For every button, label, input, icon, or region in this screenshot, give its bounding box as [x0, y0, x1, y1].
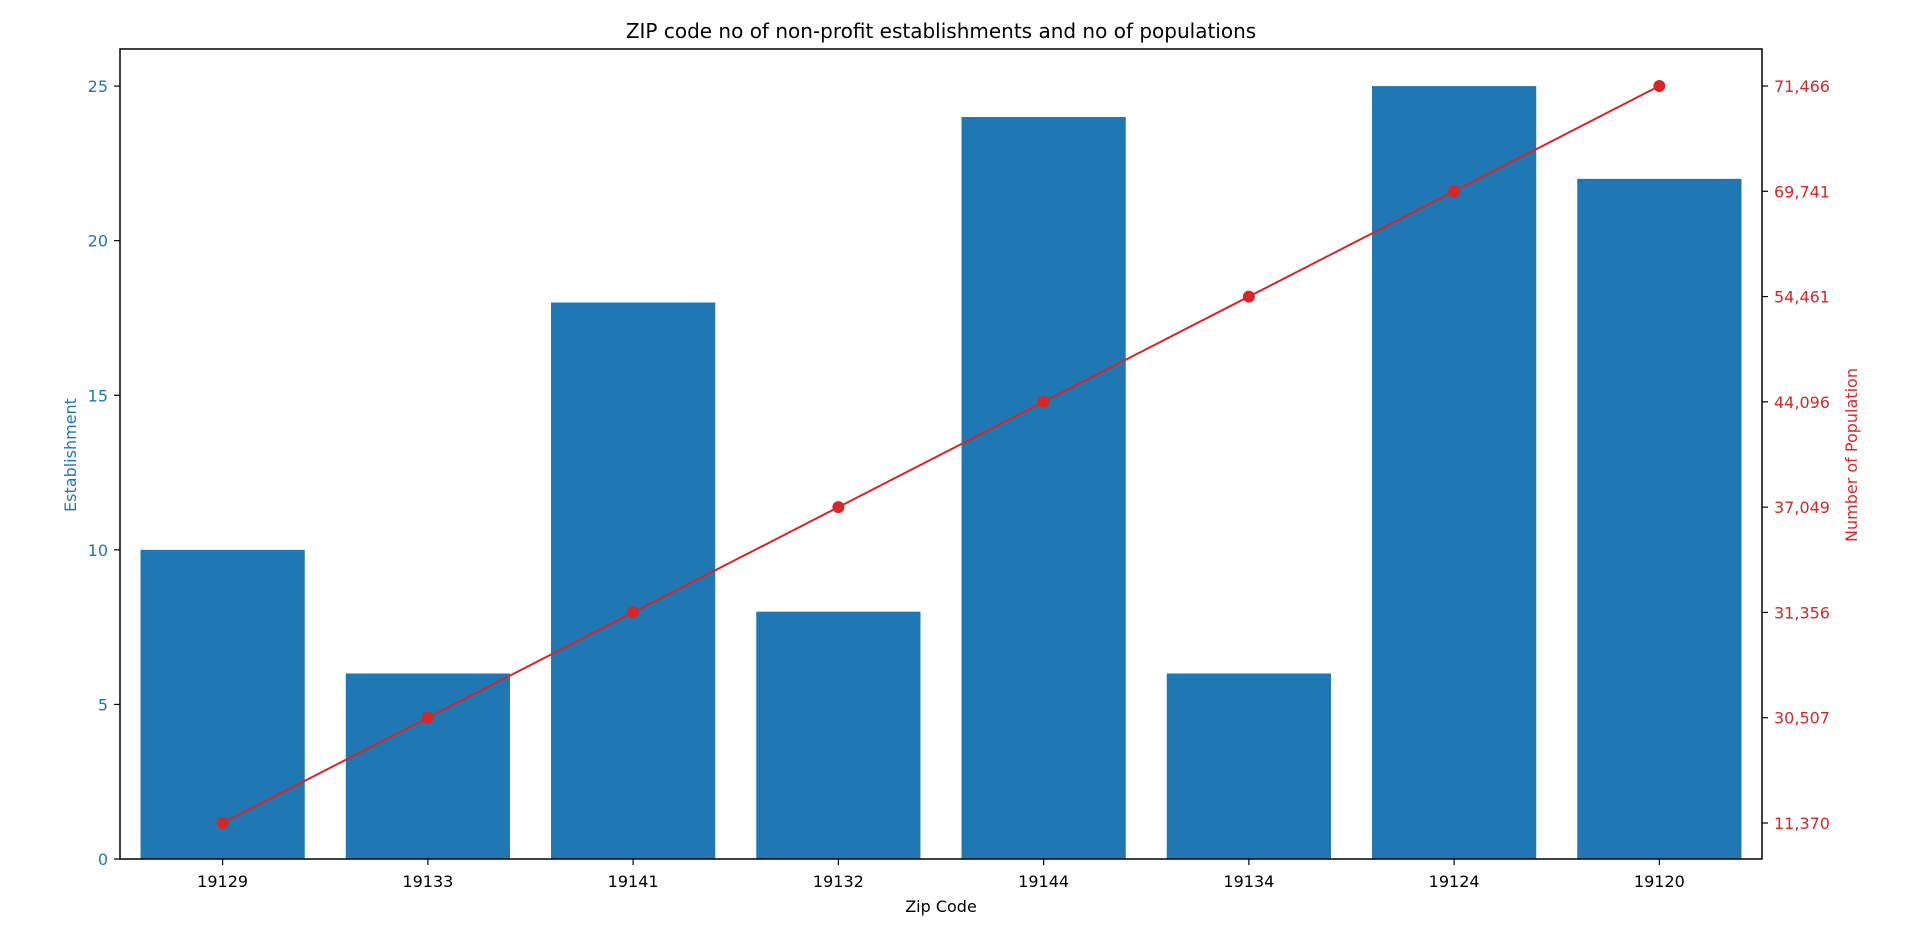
- bar-19124: [1372, 86, 1537, 859]
- x-tick-label: 19132: [813, 872, 864, 891]
- bar-19129: [140, 549, 305, 859]
- population-point-19124: [1448, 185, 1461, 198]
- right-tick-label: 54,461: [1774, 288, 1830, 307]
- x-axis-label: Zip Code: [905, 897, 977, 916]
- left-y-axis: 0 5 10 15 20 25: [88, 77, 120, 869]
- bar-19132: [756, 611, 921, 859]
- population-line-layer: [216, 80, 1666, 829]
- right-tick-label: 44,096: [1774, 393, 1830, 412]
- x-tick-label: 19144: [1018, 872, 1069, 891]
- x-tick-label: 19129: [197, 872, 248, 891]
- x-tick-label: 19133: [402, 872, 453, 891]
- left-tick-label: 0: [98, 850, 108, 869]
- x-tick-label: 19120: [1634, 872, 1685, 891]
- right-tick-label: 37,049: [1774, 498, 1830, 517]
- bar-19144: [961, 117, 1126, 860]
- chart-title: ZIP code no of non-profit establishments…: [626, 19, 1256, 43]
- left-tick-label: 25: [88, 77, 108, 96]
- x-tick-label: 19124: [1429, 872, 1480, 891]
- right-tick-label: 71,466: [1774, 77, 1830, 96]
- bar-19120: [1577, 178, 1742, 859]
- population-point-19144: [1037, 395, 1050, 408]
- right-tick-label: 31,356: [1774, 603, 1830, 622]
- right-tick-label: 69,741: [1774, 182, 1830, 201]
- bar-19134: [1166, 673, 1331, 859]
- right-tick-label: 11,370: [1774, 814, 1830, 833]
- population-point-19129: [216, 817, 229, 829]
- population-point-19134: [1242, 290, 1255, 303]
- x-axis: 19129 19133 19141 19132 19144 19134 19124 19120: [197, 859, 1685, 891]
- right-tick-label: 30,507: [1774, 709, 1830, 728]
- bar-19141: [551, 302, 716, 859]
- left-tick-label: 10: [88, 541, 108, 560]
- left-tick-label: 15: [88, 386, 108, 405]
- bars-layer: [140, 86, 1742, 860]
- population-point-19120: [1653, 80, 1666, 92]
- right-y-axis-label: Number of Population: [1842, 368, 1861, 542]
- left-tick-label: 5: [98, 695, 108, 714]
- population-point-19132: [832, 501, 845, 514]
- x-tick-label: 19141: [608, 872, 659, 891]
- left-tick-label: 20: [88, 232, 108, 251]
- x-tick-label: 19134: [1223, 872, 1274, 891]
- plot-frame: [119, 48, 1763, 860]
- left-y-axis-label: Establishment: [61, 398, 80, 512]
- population-point-19141: [627, 606, 640, 619]
- population-line: [222, 85, 1660, 824]
- right-y-axis: 11,370 30,507 31,356 37,049 44,096 54,461 69,7…: [1762, 77, 1830, 833]
- bar-19133: [345, 673, 510, 859]
- population-point-19133: [421, 711, 434, 724]
